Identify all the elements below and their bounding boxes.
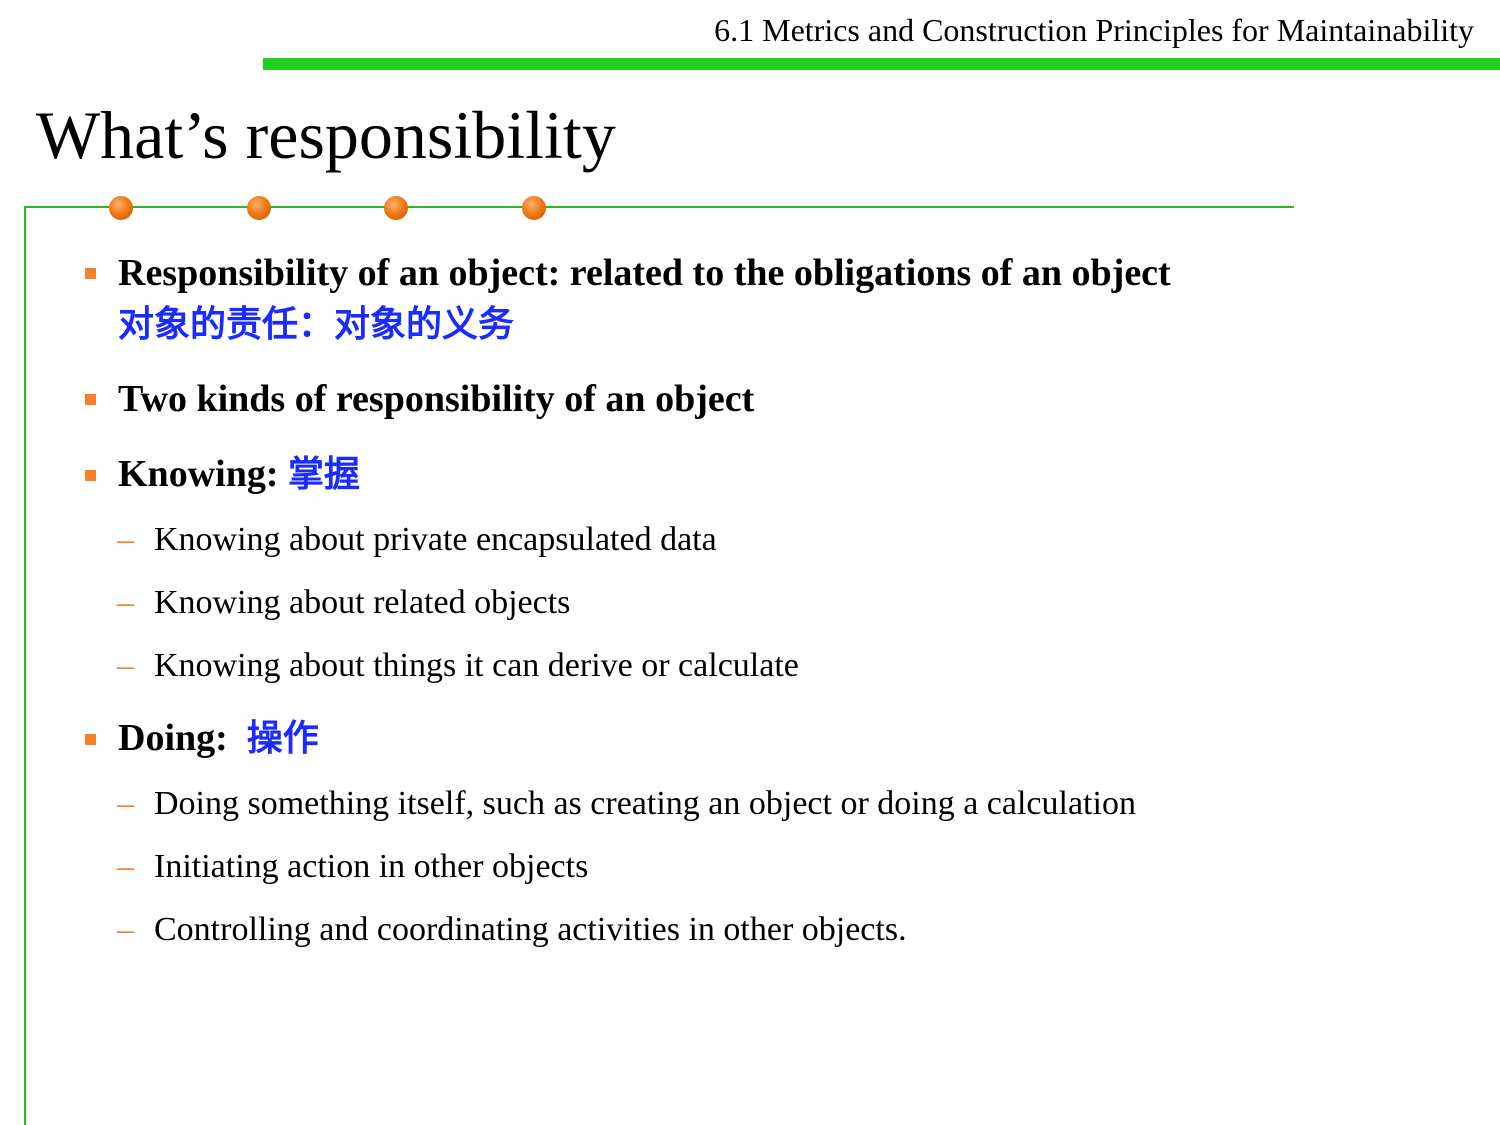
bullet-chinese: 掌握: [287, 454, 360, 495]
decor-dot: [109, 196, 133, 220]
header-bar: [263, 58, 1500, 70]
bullet-marker: [85, 734, 96, 745]
sub-bullet-text: Knowing about related objects: [154, 584, 571, 621]
sub-dash: –: [117, 521, 134, 558]
sub-bullet-text: Knowing about things it can derive or ca…: [154, 647, 799, 684]
sub-bullet-text: Initiating action in other objects: [154, 848, 589, 885]
bullet-text: Responsibility of an object: related to …: [118, 252, 1171, 294]
bullet-chinese: 对象的责任：对象的义务: [118, 304, 515, 345]
bullet-chinese: 操作: [246, 718, 319, 759]
sub-dash: –: [117, 647, 134, 684]
title-rule: [24, 206, 1294, 208]
bullet-text: Knowing: 掌握: [118, 452, 360, 498]
sub-bullet-text: Controlling and coordinating activities …: [154, 911, 907, 948]
sub-bullet-text: Doing something itself, such as creating…: [154, 785, 1136, 822]
sub-dash: –: [117, 911, 134, 948]
bullet-label: Doing:: [118, 717, 228, 759]
decor-dot: [384, 196, 408, 220]
sub-dash: –: [117, 848, 134, 885]
decor-dot: [522, 196, 546, 220]
sub-bullet-text: Knowing about private encapsulated data: [154, 521, 717, 558]
left-rule: [24, 206, 26, 1125]
bullet-marker: [85, 470, 96, 481]
bullet-marker: [85, 394, 96, 405]
section-header: 6.1 Metrics and Construction Principles …: [714, 12, 1474, 48]
bullet-text: Two kinds of responsibility of an object: [118, 378, 755, 420]
slide-title: What’s responsibility: [36, 97, 616, 173]
sub-dash: –: [117, 584, 134, 621]
sub-dash: –: [117, 785, 134, 822]
bullet-label: Knowing:: [118, 453, 279, 495]
bullet-text: Doing: 操作: [118, 716, 319, 762]
decor-dot: [247, 196, 271, 220]
bullet-marker: [85, 268, 96, 279]
